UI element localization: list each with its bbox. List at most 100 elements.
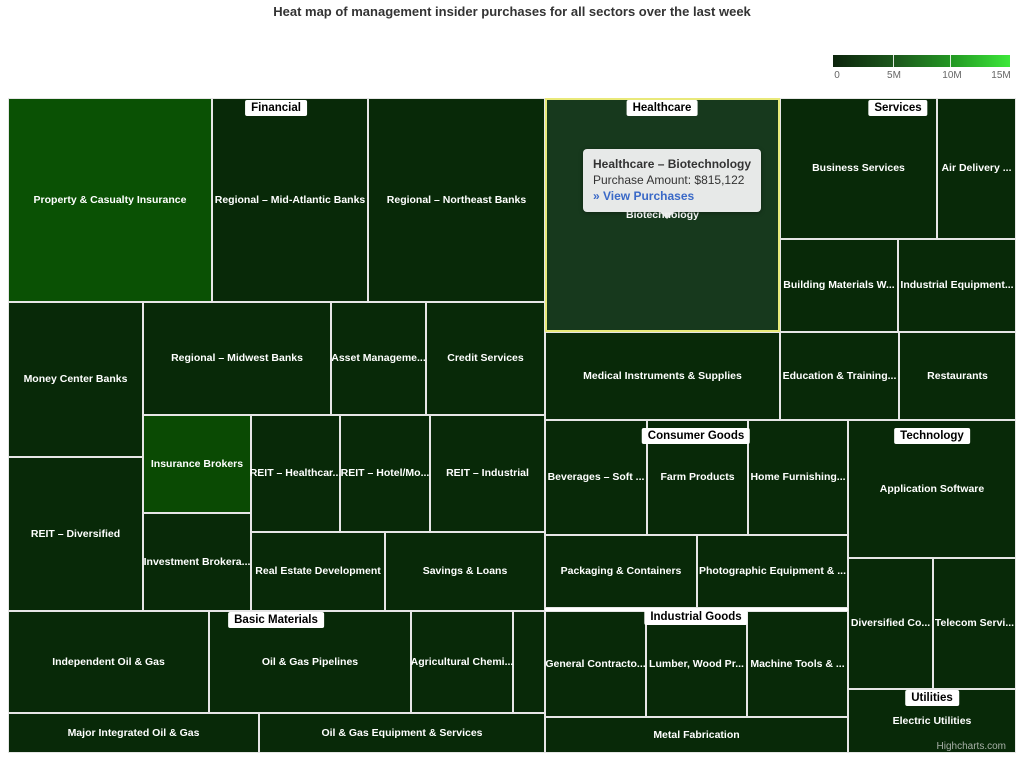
treemap-cell-regional-mid-atlantic-banks[interactable]: Regional – Mid-Atlantic Banks xyxy=(212,98,368,302)
treemap-cell-money-center-banks[interactable]: Money Center Banks xyxy=(8,302,143,457)
tooltip-arrow xyxy=(660,211,674,219)
color-axis-gradient-bar: 0 5M 10M 15M xyxy=(833,55,1011,81)
treemap-cell-telecom-services[interactable]: Telecom Servi... xyxy=(933,558,1016,689)
cell-label: Oil & Gas Pipelines xyxy=(261,655,359,668)
cell-label: Diversified Co... xyxy=(850,617,931,630)
treemap-cell-home-furnishings[interactable]: Home Furnishing... xyxy=(748,420,848,535)
treemap-cell-oil-gas-pipelines[interactable]: Oil & Gas Pipelines xyxy=(209,611,411,713)
treemap-cell-property-casualty-insurance[interactable]: Property & Casualty Insurance xyxy=(8,98,212,302)
cell-label: Real Estate Development xyxy=(255,565,381,578)
cell-label: Oil & Gas Equipment & Services xyxy=(321,726,483,739)
chart-title: Heat map of management insider purchases… xyxy=(273,4,751,19)
treemap-cell-general-contractors[interactable]: General Contracto... xyxy=(545,611,646,717)
cell-label: REIT – Hotel/Mo... xyxy=(340,467,430,480)
treemap-cell-beverages-soft[interactable]: Beverages – Soft ... xyxy=(545,420,647,535)
treemap-cell-air-delivery[interactable]: Air Delivery ... xyxy=(937,98,1016,239)
sector-label-healthcare: Healthcare xyxy=(626,100,698,116)
cell-label: Farm Products xyxy=(660,471,735,484)
cell-label: REIT – Diversified xyxy=(30,527,121,540)
treemap-cell-application-software[interactable]: Application Software xyxy=(848,420,1016,558)
treemap-cell-metal-fabrication[interactable]: Metal Fabrication xyxy=(545,717,848,753)
cell-label: Building Materials W... xyxy=(783,279,895,292)
tooltip-purchase-amount: Purchase Amount: $815,122 xyxy=(593,173,745,188)
cell-label: Application Software xyxy=(879,482,985,495)
sector-label-consumer-goods: Consumer Goods xyxy=(641,428,751,444)
legend-tick-label: 0 xyxy=(834,70,840,81)
cell-label: Agricultural Chemi... xyxy=(410,655,514,668)
cell-label: Packaging & Containers xyxy=(560,565,682,578)
treemap-cell-packaging-containers[interactable]: Packaging & Containers xyxy=(545,535,697,608)
treemap-cell-reit-healthcare[interactable]: REIT – Healthcar... xyxy=(249,415,342,532)
treemap-cell-basic-materials-small-cell[interactable] xyxy=(513,611,545,713)
treemap-cell-reit-industrial[interactable]: REIT – Industrial xyxy=(430,415,545,532)
treemap-cell-real-estate-development[interactable]: Real Estate Development xyxy=(251,532,385,611)
cell-label: Lumber, Wood Pr... xyxy=(649,657,744,670)
legend-tick-mark xyxy=(949,55,951,67)
treemap-cell-lumber-wood-production[interactable]: Lumber, Wood Pr... xyxy=(646,611,747,717)
sector-label-technology: Technology xyxy=(894,428,970,444)
treemap-cell-oil-gas-equipment-services[interactable]: Oil & Gas Equipment & Services xyxy=(259,713,545,753)
cell-label: Home Furnishing... xyxy=(750,471,846,484)
cell-label: Regional – Mid-Atlantic Banks xyxy=(214,193,366,206)
treemap-cell-investment-brokerage[interactable]: Investment Brokera... xyxy=(143,513,251,611)
cell-label: Independent Oil & Gas xyxy=(52,655,165,668)
cell-label: Investment Brokera... xyxy=(143,555,251,568)
treemap-cell-photographic-equipment[interactable]: Photographic Equipment & ... xyxy=(697,535,848,608)
cell-label: Air Delivery ... xyxy=(941,162,1012,175)
sector-label-services: Services xyxy=(868,100,928,116)
cell-label: Education & Training... xyxy=(782,369,897,382)
treemap-cell-independent-oil-gas[interactable]: Independent Oil & Gas xyxy=(8,611,209,713)
treemap-cell-agricultural-chemicals[interactable]: Agricultural Chemi... xyxy=(411,611,513,713)
treemap-cell-reit-hotel-motel[interactable]: REIT – Hotel/Mo... xyxy=(340,415,430,532)
cell-label: Restaurants xyxy=(927,369,988,382)
treemap-cell-credit-services[interactable]: Credit Services xyxy=(426,302,545,415)
treemap-cell-regional-northeast-banks[interactable]: Regional – Northeast Banks xyxy=(368,98,545,302)
cell-label: Medical Instruments & Supplies xyxy=(583,369,742,382)
treemap-cell-education-training[interactable]: Education & Training... xyxy=(780,332,899,420)
treemap-cell-building-materials-wholesale[interactable]: Building Materials W... xyxy=(780,239,898,332)
cell-label: Regional – Midwest Banks xyxy=(171,352,303,365)
sector-label-financial: Financial xyxy=(245,100,307,116)
treemap-cell-insurance-brokers[interactable]: Insurance Brokers xyxy=(143,415,251,513)
highcharts-credits-link[interactable]: Highcharts.com xyxy=(936,741,1006,752)
treemap-cell-asset-management[interactable]: Asset Manageme... xyxy=(331,302,426,415)
cell-label: Asset Manageme... xyxy=(331,352,426,365)
cell-label: Major Integrated Oil & Gas xyxy=(67,726,200,739)
cell-label: Electric Utilities xyxy=(892,714,972,727)
legend-tick-label: 10M xyxy=(942,70,962,81)
sector-label-utilities: Utilities xyxy=(905,690,959,706)
cell-label: Credit Services xyxy=(447,352,524,365)
cell-label: Beverages – Soft ... xyxy=(547,471,645,484)
cell-label: REIT – Healthcar... xyxy=(249,467,342,480)
cell-label: REIT – Industrial xyxy=(446,467,529,480)
cell-label: Business Services xyxy=(812,162,905,175)
cell-label: Machine Tools & ... xyxy=(750,657,845,670)
treemap-cell-regional-midwest-banks[interactable]: Regional – Midwest Banks xyxy=(143,302,331,415)
treemap-cell-medical-instruments-supplies[interactable]: Medical Instruments & Supplies xyxy=(545,332,780,420)
cell-label: Photographic Equipment & ... xyxy=(699,565,846,578)
legend-tick-mark xyxy=(893,55,895,67)
treemap-cell-restaurants[interactable]: Restaurants xyxy=(899,332,1016,420)
view-purchases-link[interactable]: » View Purchases xyxy=(593,189,695,204)
cell-label: Property & Casualty Insurance xyxy=(33,193,187,206)
sector-label-industrial-goods: Industrial Goods xyxy=(644,609,748,625)
legend-tick-label: 15M xyxy=(991,70,1011,81)
cell-label: Regional – Northeast Banks xyxy=(386,193,527,206)
cell-label: Industrial Equipment... xyxy=(900,279,1014,292)
treemap-cell-machine-tools[interactable]: Machine Tools & ... xyxy=(747,611,848,717)
cell-label: Insurance Brokers xyxy=(150,457,244,470)
cell-label: Metal Fabrication xyxy=(653,728,740,741)
treemap-cell-industrial-equipment[interactable]: Industrial Equipment... xyxy=(898,239,1016,332)
cell-label: Money Center Banks xyxy=(23,373,128,386)
treemap-cell-diversified-co[interactable]: Diversified Co... xyxy=(848,558,933,689)
treemap-cell-savings-loans[interactable]: Savings & Loans xyxy=(385,532,545,611)
tooltip-title: Healthcare – Biotechnology xyxy=(593,157,752,171)
treemap-cell-major-integrated-oil-gas[interactable]: Major Integrated Oil & Gas xyxy=(8,713,259,753)
treemap-cell-reit-diversified[interactable]: REIT – Diversified xyxy=(8,457,143,611)
cell-label: General Contracto... xyxy=(545,657,646,670)
sector-label-basic-materials: Basic Materials xyxy=(228,612,324,628)
cell-label: Telecom Servi... xyxy=(934,617,1015,630)
treemap-cell-business-services[interactable]: Business Services xyxy=(780,98,937,239)
legend-tick-label: 5M xyxy=(887,70,901,81)
